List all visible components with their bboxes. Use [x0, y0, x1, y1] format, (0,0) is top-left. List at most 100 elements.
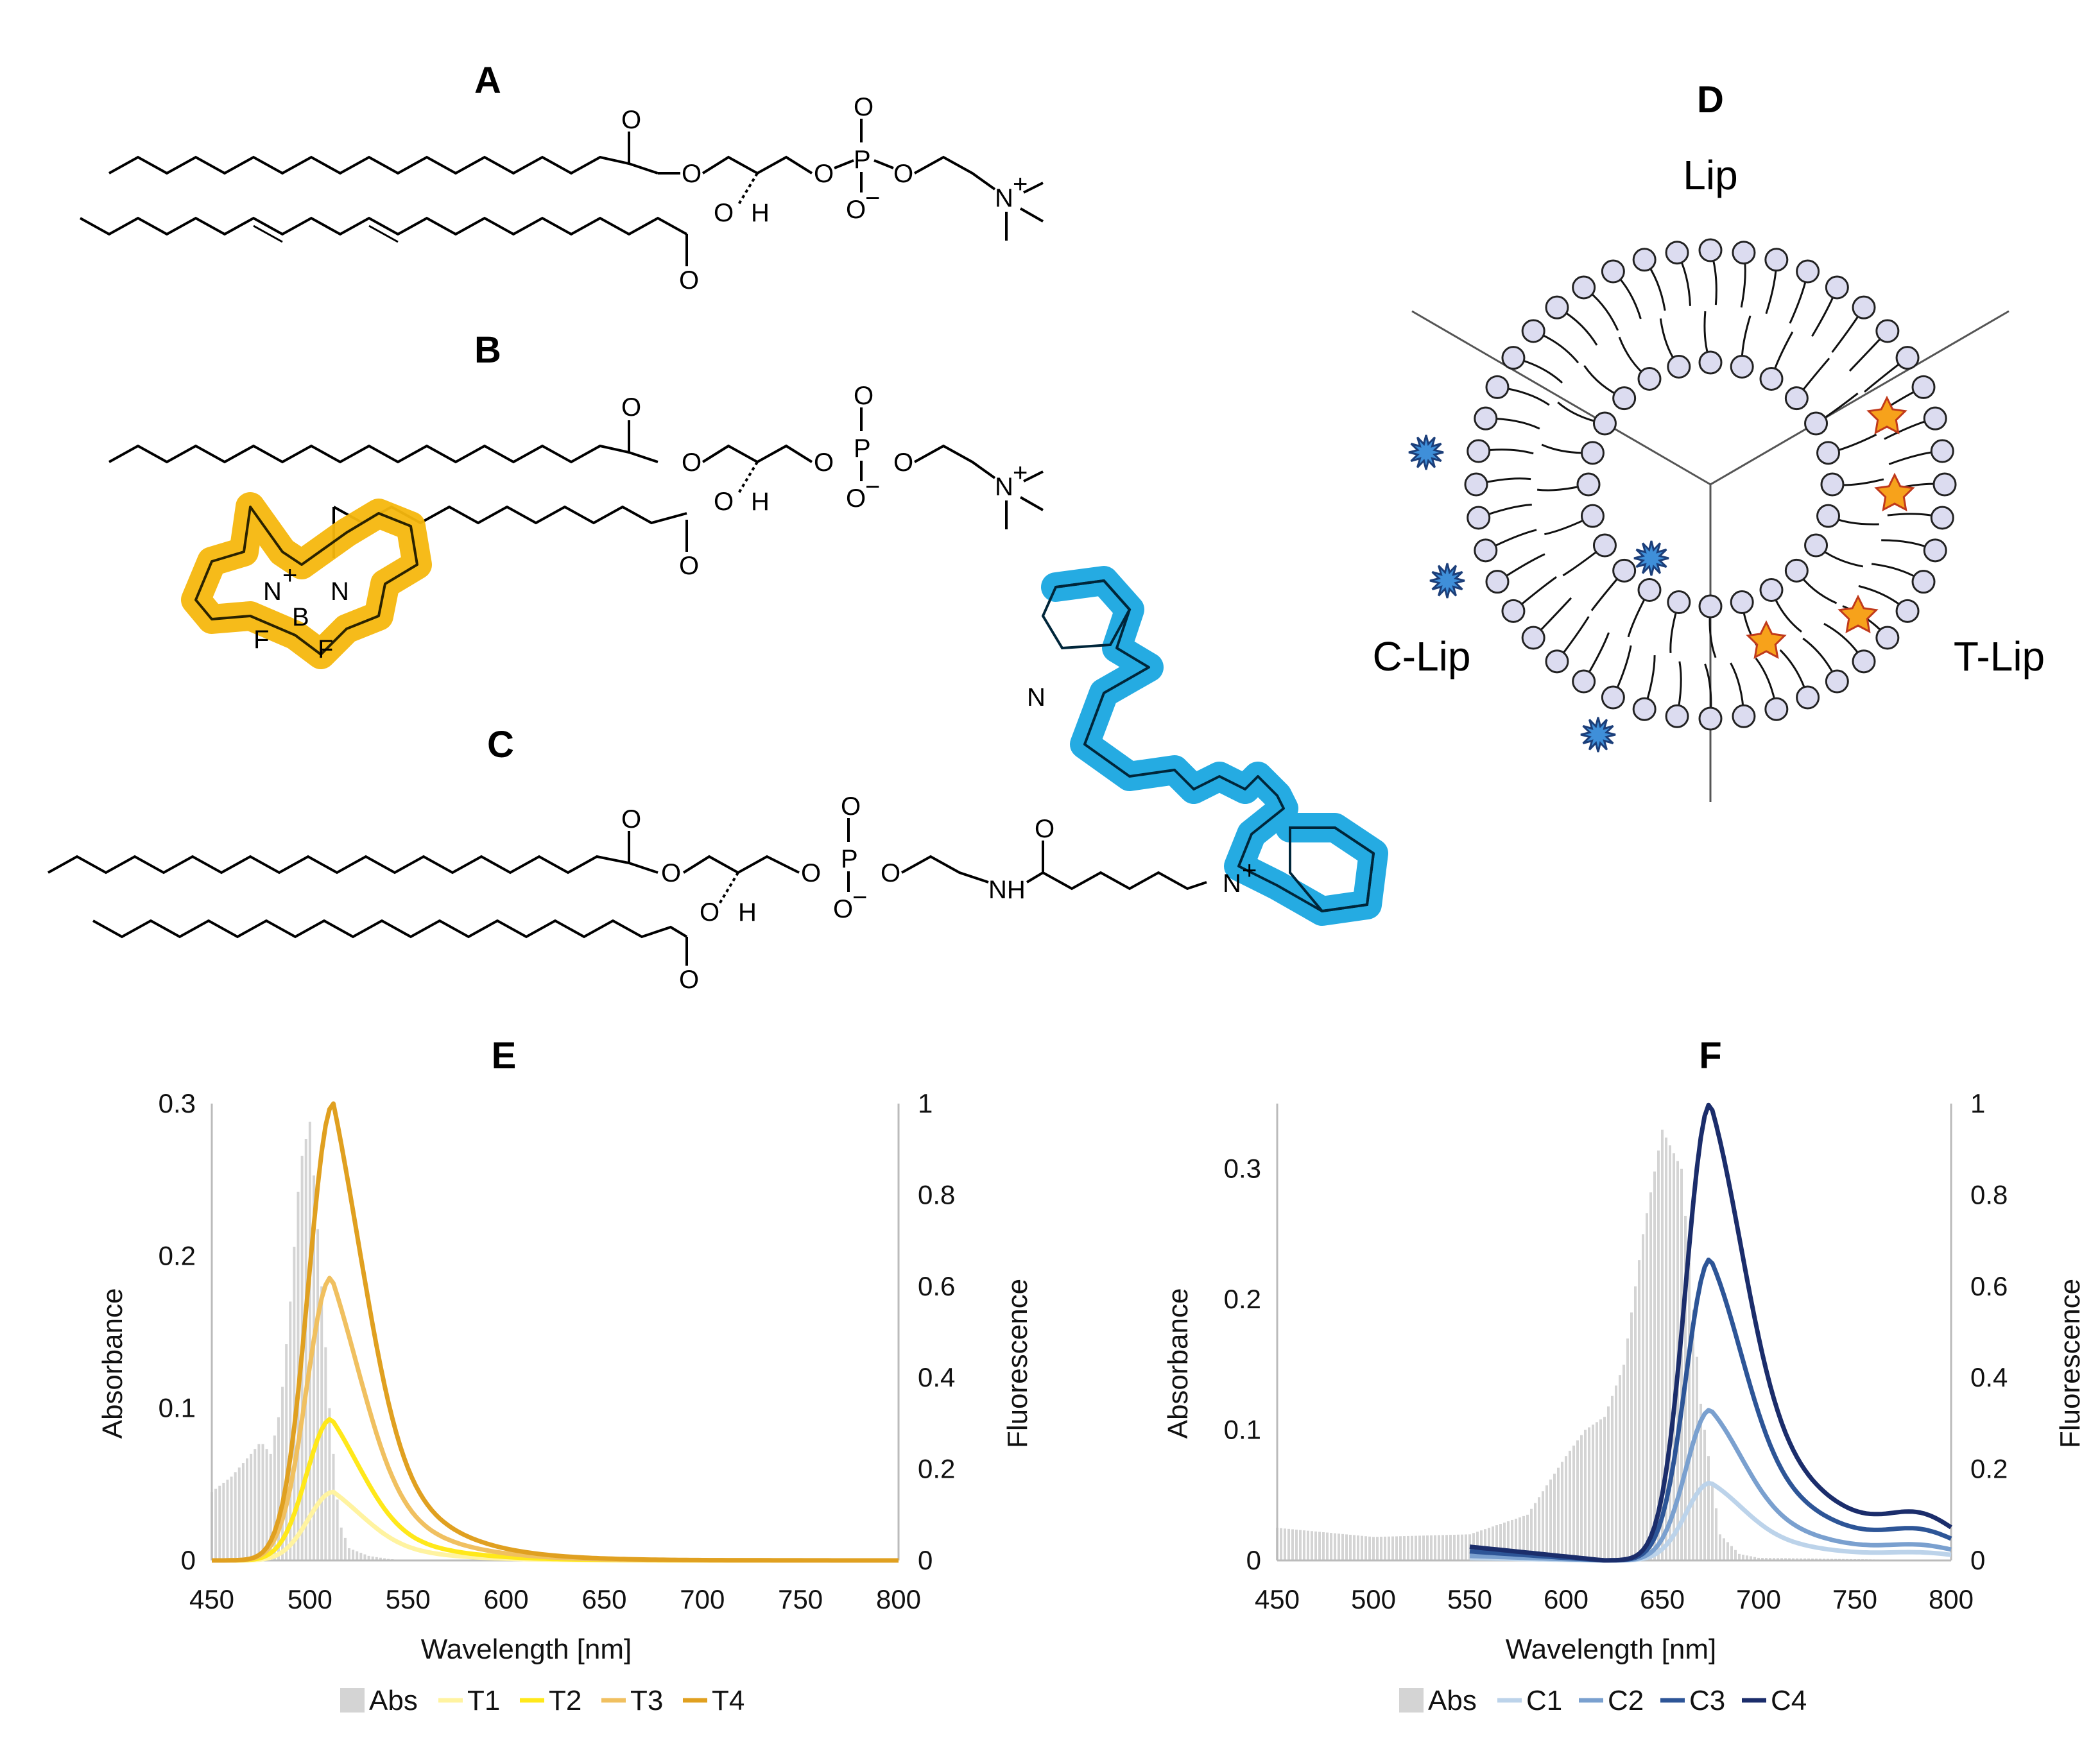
absorbance-bar: [359, 1553, 363, 1560]
absorbance-bar: [1715, 1508, 1717, 1560]
absorbance-bar: [285, 1344, 288, 1560]
atom-o: O: [679, 552, 699, 580]
lipid-head-inner: [1637, 366, 1662, 391]
chart-f: F 450 500 550 600 650 700 750 800 0 0.1 0.2 0.3 0 0.2…: [1162, 1035, 2086, 1716]
chart-e: E 450 500 550 600 650 700 750 800 0 0.1 0.2 0.3 0 0.2…: [97, 1035, 1033, 1716]
absorbance-bar: [1730, 1546, 1733, 1560]
chain-c-top: [47, 855, 658, 875]
glycerol-c: [682, 855, 800, 875]
atom-n: N: [331, 577, 349, 606]
lipid-head-outer: [1825, 275, 1849, 300]
absorbance-bar: [1703, 1430, 1706, 1560]
lipid-head-outer: [1895, 346, 1920, 370]
lipid-head-inner: [1612, 386, 1637, 411]
lipid-head-inner: [1612, 558, 1637, 583]
absorbance-bar: [1773, 1558, 1775, 1560]
absorbance-bar: [1434, 1535, 1436, 1560]
lipid-head-inner: [1804, 411, 1829, 436]
legend-label-c1: C1: [1526, 1685, 1562, 1716]
absorbance-bar: [257, 1444, 261, 1560]
atom-o: O: [714, 199, 734, 227]
absorbance-bar: [1538, 1497, 1540, 1560]
absorbance-bar: [1422, 1535, 1425, 1560]
chain-a-bottom: [80, 216, 687, 236]
absorbance-bar: [214, 1489, 218, 1560]
atom-o: O: [679, 266, 699, 295]
absorbance-bar: [1777, 1558, 1779, 1560]
x-tick-label: 800: [876, 1584, 921, 1614]
lipid-head-outer: [1796, 685, 1820, 710]
atom-p: P: [841, 845, 858, 873]
absorbance-bar: [1642, 1234, 1644, 1560]
y-axis-label-right-f: Fluorescence: [2054, 1279, 2086, 1448]
absorbance-bar: [1519, 1517, 1521, 1560]
absorbance-bar: [1299, 1530, 1302, 1560]
atom-h: H: [738, 898, 757, 927]
stereo-bond-c: [718, 871, 739, 906]
lipid-head-inner: [1667, 354, 1691, 379]
absorbance-bar: [1646, 1213, 1648, 1560]
atom-o: O: [621, 106, 641, 134]
absorbance-bar: [1526, 1514, 1529, 1560]
absorbance-bar: [1626, 1338, 1629, 1560]
atom-n: N: [995, 473, 1013, 501]
y-right-tick-label: 0: [1970, 1545, 1985, 1575]
absorbance-bar: [379, 1557, 382, 1560]
lipid-head-outer: [1632, 248, 1657, 272]
x-tick-label: 450: [189, 1584, 234, 1614]
absorbance-bar: [1750, 1556, 1752, 1560]
absorbance-bar: [1495, 1525, 1498, 1560]
absorbance-bar: [1584, 1430, 1587, 1560]
absorbance-bar: [1569, 1451, 1571, 1560]
lipid-head-outer: [1852, 649, 1876, 674]
legend-swatch-abs: [340, 1688, 365, 1713]
lipid-head-outer: [1572, 275, 1596, 300]
absorbance-bar: [1696, 1356, 1698, 1560]
absorbance-bar: [1442, 1535, 1444, 1560]
absorbance-bar: [312, 1175, 315, 1560]
bodipy-fluorophore: N + B N F F: [181, 492, 432, 669]
absorbance-bar: [1326, 1532, 1329, 1560]
liposome-bilayer: [1464, 238, 1957, 731]
absorbance-bar: [1314, 1531, 1317, 1560]
atom-p: P: [854, 146, 871, 174]
absorbance-bar: [1515, 1518, 1517, 1560]
cy5-dye-marker: [1429, 563, 1465, 599]
chain-c-bottom: [92, 919, 688, 939]
lipid-head-outer: [1545, 295, 1569, 320]
legend-label-t3: T3: [630, 1685, 663, 1716]
y-right-tick-label: 0.6: [918, 1271, 955, 1301]
absorbance-bar: [1788, 1558, 1791, 1560]
lipid-head-inner: [1784, 558, 1809, 583]
absorbance-bar: [277, 1417, 280, 1560]
absorbance-bar: [1580, 1435, 1583, 1560]
x-tick-label: 700: [1736, 1584, 1781, 1614]
x-tick-label: 600: [1544, 1584, 1588, 1614]
legend-e: Abs T1 T2 T3 T4: [340, 1685, 744, 1716]
absorbance-bar: [1353, 1535, 1356, 1560]
atom-o: O: [1035, 815, 1054, 843]
legend-label-t4: T4: [712, 1685, 744, 1716]
x-tick-label: 550: [386, 1584, 431, 1614]
lipid-head-inner: [1820, 472, 1845, 497]
legend-label-abs: Abs: [369, 1685, 418, 1716]
absorbance-bar: [1461, 1534, 1463, 1560]
absorbance-bar: [1345, 1534, 1348, 1560]
ethanolamine-c: [901, 855, 989, 884]
lipid-head-outer: [1474, 538, 1498, 563]
lipid-head-outer: [1932, 472, 1957, 497]
absorbance-bar: [1545, 1485, 1548, 1560]
panel-c: C O O O O H O P O O − O NH O N N +: [47, 566, 1388, 994]
divider-right: [1710, 310, 2010, 486]
cis-bond-2: [368, 225, 399, 243]
absorbance-bar: [1588, 1427, 1590, 1560]
absorbance-bar: [1796, 1558, 1798, 1560]
y-axis-label-right-e: Fluorescence: [1002, 1279, 1033, 1448]
lipid-head-outer: [1521, 319, 1545, 343]
choline-a: [914, 155, 996, 191]
lipid-head-outer: [1764, 248, 1789, 272]
cy5-dye-marker: [1633, 540, 1669, 576]
absorbance-bar: [1438, 1535, 1440, 1560]
absorbance-bar: [241, 1463, 245, 1560]
atom-n: N: [1223, 869, 1241, 898]
